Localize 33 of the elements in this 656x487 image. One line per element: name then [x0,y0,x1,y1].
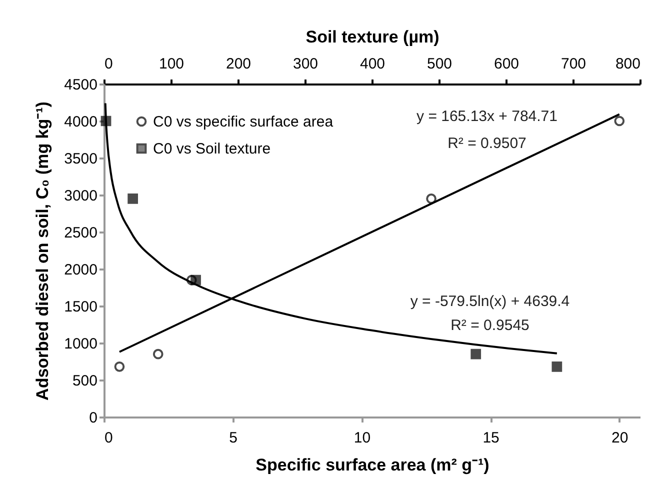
x2-tick-label: 800 [615,56,640,72]
x2-tick-label: 200 [226,56,252,72]
y-tick-label: 3500 [64,150,98,168]
x2-tick-label: 500 [426,56,452,72]
legend-label: C0 vs Soil texture [153,140,271,158]
x-tick-label: 0 [104,430,113,446]
y-tick-label: 0 [89,410,98,426]
x-axis-title: Specific surface area (m² g⁻¹) [256,456,490,474]
y-tick-label: 2000 [64,262,98,278]
y-tick-label: 1500 [64,298,98,316]
annotation: R² = 0.9545 [450,317,530,334]
x-tick-label: 20 [612,430,628,446]
annotation: y = 165.13x + 784.71 [416,108,558,125]
y-axis-title: Adsorbed diesel on soil, C₀ (mg kg⁻¹) [33,102,52,400]
x2-axis-title: Soil texture (µm) [306,28,440,46]
y-tick-label: 2500 [64,224,98,242]
x2-tick-label: 0 [104,56,113,72]
annotation: R² = 0.9507 [448,135,526,152]
y-tick-label: 4500 [64,76,98,94]
y-tick-label: 4000 [64,114,98,130]
x2-tick-label: 700 [560,56,586,72]
legend-label: C0 vs specific surface area [153,114,334,130]
y-tick-label: 3000 [64,188,98,204]
y-tick-label: 1000 [64,336,98,352]
x2-tick-label: 400 [360,56,386,72]
x2-tick-label: 300 [292,56,318,72]
x2-tick-label: 600 [494,56,520,72]
x2-tick-label: 100 [158,56,184,72]
x-tick-label: 10 [354,430,371,446]
x-tick-label: 5 [229,430,238,446]
annotation: y = -579.5ln(x) + 4639.4 [410,293,570,310]
x-tick-label: 15 [482,430,500,446]
y-tick-label: 500 [72,372,98,390]
